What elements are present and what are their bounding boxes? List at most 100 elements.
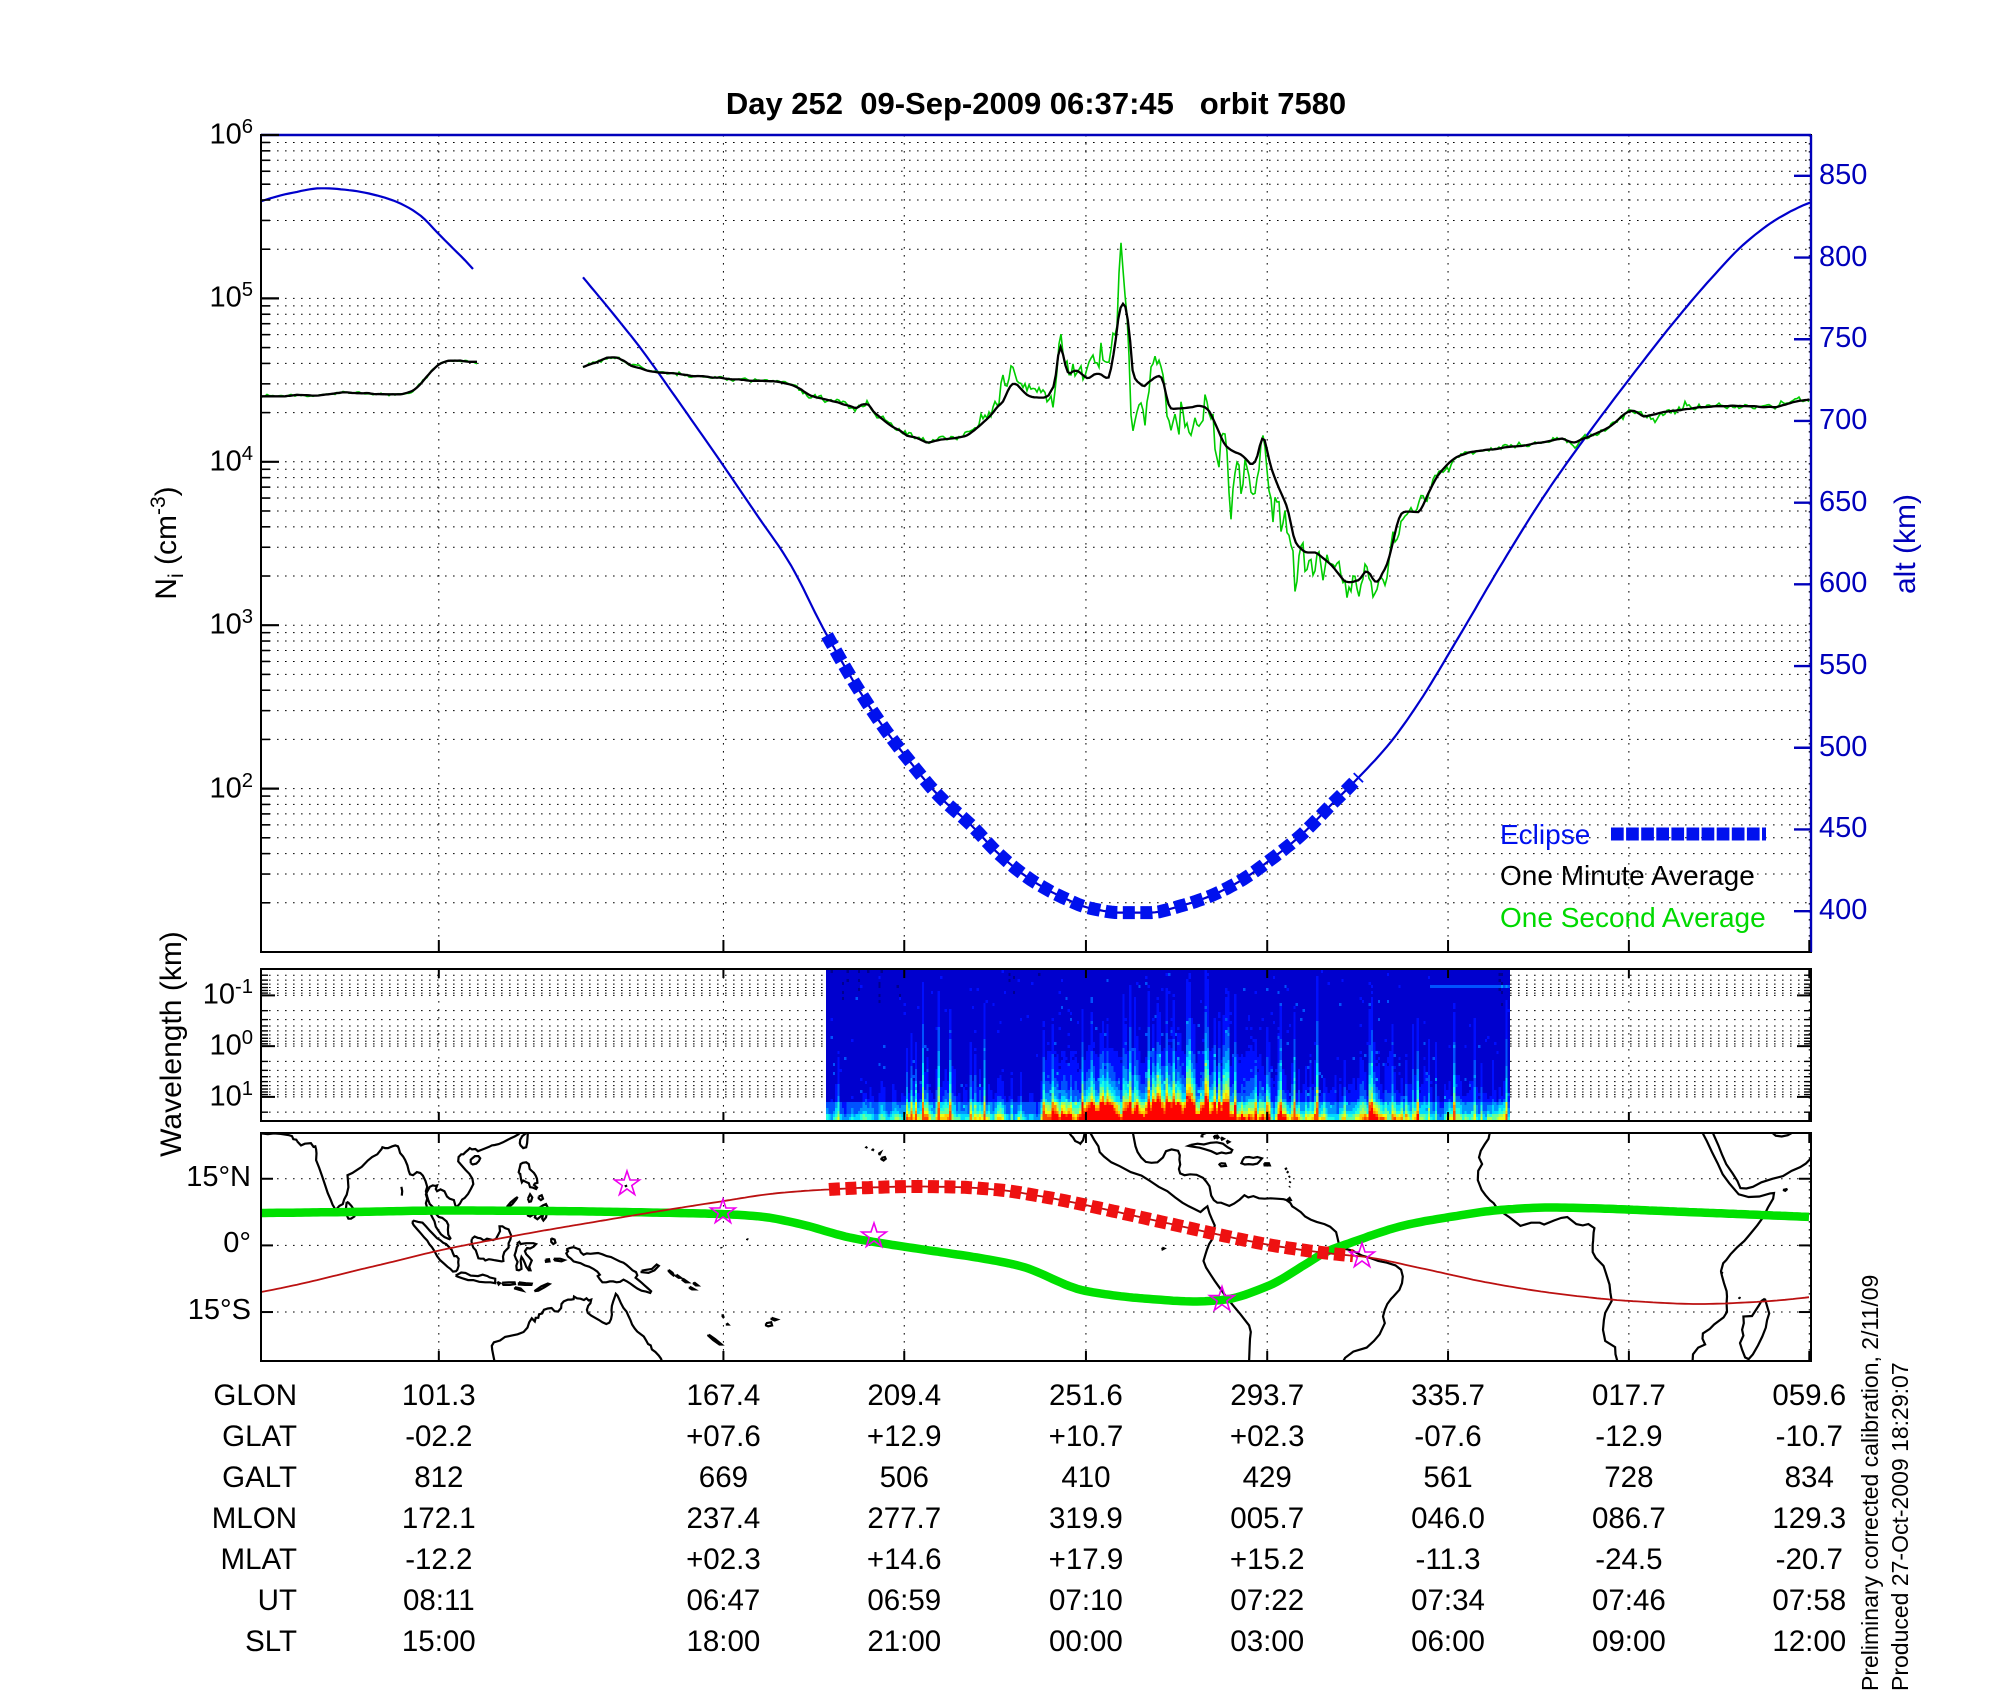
table-cell: 07:58 [1772, 1584, 1847, 1617]
coastline [533, 1282, 553, 1293]
chart-title: Day 252 09-Sep-2009 06:37:45 orbit 7580 [725, 86, 1347, 121]
alt-tick-label: 700 [1819, 403, 1868, 436]
coastline [1771, 1133, 1793, 1138]
table-cell: 12:00 [1772, 1625, 1847, 1658]
ground-station-star [1347, 1240, 1377, 1269]
table-cell: 07:46 [1591, 1584, 1666, 1617]
alt-tick-label: 650 [1819, 485, 1868, 518]
table-cell: 237.4 [686, 1502, 761, 1535]
coastline [552, 1257, 568, 1263]
table-cell: 005.7 [1230, 1502, 1305, 1535]
ni-tick-label: 106 [209, 116, 253, 151]
legend-one-second-average-label: One Second Average [1500, 902, 1766, 933]
table-row-label: GLAT [222, 1420, 297, 1453]
table-row-label: MLON [211, 1502, 297, 1535]
table-cell: 03:00 [1230, 1625, 1305, 1658]
table-cell: 046.0 [1411, 1502, 1485, 1535]
table-cell: 319.9 [1049, 1502, 1123, 1535]
table-cell: +10.7 [1048, 1420, 1124, 1453]
coastline [880, 1155, 888, 1162]
sup-fragment: 6 [241, 116, 253, 138]
one-second-average-curve [582, 242, 1810, 600]
table-cell: 129.3 [1772, 1502, 1847, 1535]
coastline [411, 1219, 460, 1273]
coastline [1738, 1296, 1742, 1300]
table-cell: 06:47 [686, 1584, 761, 1617]
coastline [296, 1133, 521, 1241]
ni-unit-exp: -3 [147, 496, 170, 516]
sup-fragment: 3 [241, 606, 253, 629]
coastline [1476, 1133, 1619, 1361]
coastline [518, 1133, 529, 1150]
coastline [1239, 1155, 1264, 1166]
coastline [640, 1263, 661, 1275]
coastline [469, 1155, 482, 1166]
ground-station-star [1207, 1283, 1237, 1313]
table-cell: -02.2 [405, 1420, 473, 1453]
ni-tick-label: 102 [209, 769, 253, 805]
coastline [681, 1277, 692, 1284]
sup-fragment: 0 [241, 1027, 253, 1050]
coastline [1720, 1271, 1724, 1275]
table-cell: 410 [1061, 1461, 1111, 1494]
table-cell: 277.7 [867, 1502, 942, 1535]
alt-axis-label: alt (km) [1889, 494, 1922, 594]
coastline [764, 1321, 774, 1328]
table-row-label: UT [257, 1584, 297, 1617]
alt-tick-label: 600 [1819, 567, 1868, 600]
alt-tick-label: 400 [1819, 894, 1868, 927]
table-cell: +07.6 [686, 1420, 761, 1453]
coastline [1285, 1196, 1293, 1203]
coastline [544, 1257, 551, 1264]
sup-fragment: 1 [241, 1077, 253, 1100]
altitude-curve [261, 187, 474, 270]
coastline [1217, 1162, 1228, 1168]
table-cell: +12.9 [866, 1420, 942, 1453]
table-cell: -12.9 [1595, 1420, 1663, 1453]
table-cell: 059.6 [1772, 1379, 1847, 1412]
table-row-label: MLAT [220, 1543, 298, 1576]
table-cell: +14.6 [866, 1543, 942, 1576]
wavelength-panel-frame [260, 968, 1812, 1122]
table-cell: +15.2 [1229, 1543, 1305, 1576]
ground-station-star [708, 1196, 738, 1225]
table-cell: 812 [414, 1461, 464, 1494]
alt-tick-label: 750 [1819, 322, 1868, 355]
magnetic-equator-curve [261, 1203, 1810, 1306]
coastline [513, 1286, 527, 1293]
ground-station-star [859, 1220, 889, 1249]
table-cell: -10.7 [1775, 1420, 1843, 1453]
coastline [1287, 1175, 1291, 1179]
table-cell: +02.3 [1229, 1420, 1305, 1453]
map-panel-frame [260, 1132, 1812, 1362]
ni-tick-label: 104 [209, 442, 253, 478]
sup-fragment: 4 [241, 442, 253, 465]
coastline [706, 1333, 725, 1346]
table-row-label: SLT [245, 1625, 297, 1658]
spectrogram-image [826, 970, 1510, 1120]
coastline [506, 1196, 519, 1209]
table-cell: -20.7 [1775, 1543, 1843, 1576]
ni-tick-label: 103 [209, 606, 253, 641]
coastline [1220, 1136, 1227, 1142]
table-cell: 08:11 [402, 1584, 475, 1617]
table-cell: +17.9 [1048, 1543, 1124, 1576]
table-cell: 172.1 [401, 1502, 476, 1535]
one-minute-average-curve [261, 359, 477, 398]
coastline [1288, 1185, 1291, 1188]
coastline [688, 1285, 699, 1291]
ni-unit-pre: (cm [150, 515, 183, 574]
coastline [1131, 1133, 1404, 1361]
coastline [1184, 1141, 1234, 1156]
table-cell: 07:10 [1049, 1584, 1123, 1617]
coastline [746, 1237, 749, 1241]
coastline [261, 1133, 299, 1142]
map-lat-label: 15°S [187, 1294, 251, 1327]
coastline [455, 1271, 497, 1285]
coastline [871, 1148, 875, 1152]
wavelength-panel-plot-area [261, 969, 1811, 1121]
sup-fragment: -1 [234, 976, 253, 999]
ground-track-eclipse-dashes [828, 1180, 1354, 1263]
coastline [1288, 1180, 1292, 1184]
